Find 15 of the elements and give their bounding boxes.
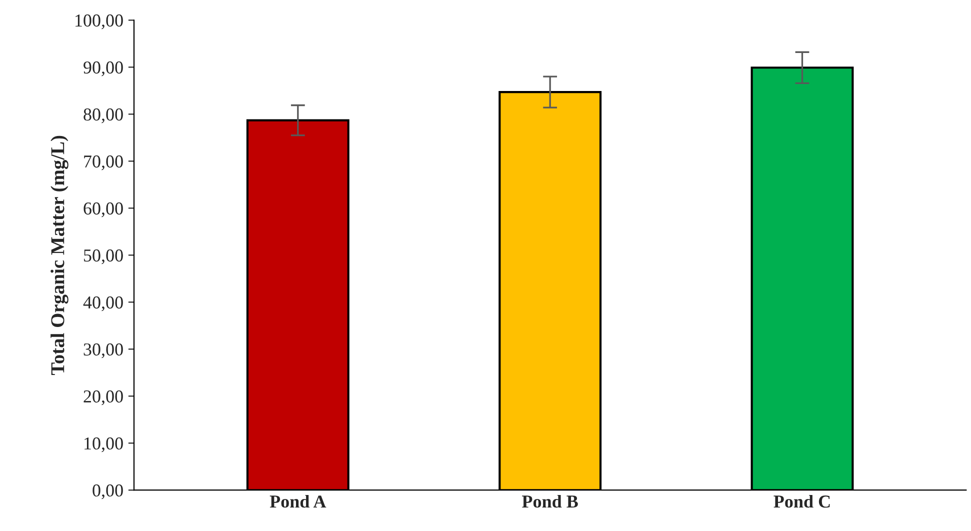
y-tick-label: 30,00 [84,343,123,358]
y-tick-label: 40,00 [83,296,123,312]
y-axis-title: Total Organic Matter (mg/L) [50,136,68,376]
y-tick-label: 50,00 [84,249,123,264]
y-tick-label: 80,00 [84,108,123,124]
y-tick-label: 100,00 [76,14,123,30]
x-tick-label: Pond C [774,494,830,508]
y-tick-label: 60,00 [84,202,123,218]
y-tick-label: 0,00 [92,484,123,500]
x-tick-label: Pond B [522,494,578,508]
x-tick-label: Pond A [270,494,326,508]
y-tick-label: 20,00 [84,390,123,406]
y-tick-label: 90,00 [84,61,123,76]
y-tick-label: 10,00 [84,437,123,452]
y-tick-label: 70,00 [84,155,123,170]
